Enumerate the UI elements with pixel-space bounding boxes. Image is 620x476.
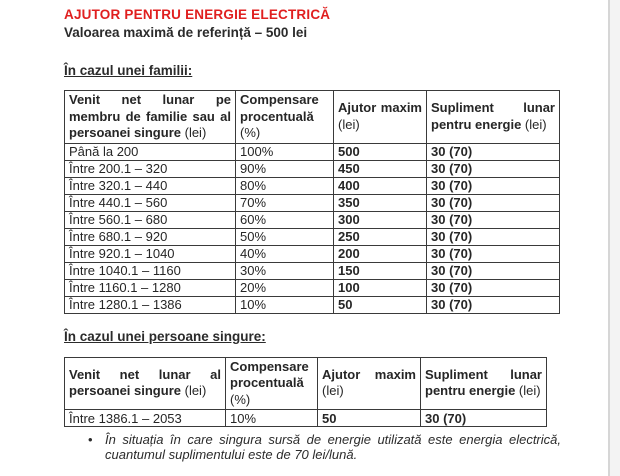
supplement-cell: 30 (70) [426,159,560,178]
header-label: Compensare procentuală [230,358,309,391]
table-row: Între 1280.1 – 1386 10% 50 30 (70) [64,295,560,314]
supplement-cell: 30 (70) [426,227,560,246]
supplement-cell: 30 (70) [426,244,560,263]
aid-cell: 100 [333,278,427,297]
percent-cell: 20% [235,278,334,297]
income-cell: Între 320.1 – 440 [64,176,236,195]
column-header-aid: Ajutor maxim (lei) [333,90,427,144]
income-cell: Între 1280.1 – 1386 [64,295,236,314]
percent-cell: 100% [235,142,334,161]
column-header-income: Venit net lunar al persoanei singure (le… [64,356,226,410]
page-edge [608,0,620,476]
aid-cell: 400 [333,176,427,195]
percent-cell: 60% [235,210,334,229]
family-section-heading: În cazul unei familii: [64,63,193,78]
header-label: Ajutor maxim [322,366,416,382]
header-unit: (%) [230,391,251,407]
header-label: Supliment lunar pentru energie [431,100,555,132]
supplement-cell: 30 (70) [420,409,547,427]
percent-cell: 80% [235,176,334,195]
header-unit: (lei) [524,116,547,132]
header-row: Venit net lunar pe membru de familie sau… [64,90,560,144]
column-header-aid: Ajutor maxim (lei) [317,356,421,410]
column-header-supplement: Supliment lunar pentru energie (lei) [426,90,560,144]
income-cell: Între 1386.1 – 2053 [64,409,226,427]
income-cell: Până la 200 [64,142,236,161]
column-header-income: Venit net lunar pe membru de familie sau… [64,90,236,144]
aid-cell: 300 [333,210,427,229]
header-label: Compensare procentuală [240,92,319,124]
table-row: Între 680.1 – 920 50% 250 30 (70) [64,227,560,246]
supplement-cell: 30 (70) [426,278,560,297]
header-row: Venit net lunar al persoanei singure (le… [64,356,547,410]
table-row: Până la 200 100% 500 30 (70) [64,142,560,161]
header-label: Venit net lunar al persoanei singure [69,366,221,399]
header-label: Ajutor maxim [338,100,422,116]
column-header-percent: Compensare procentuală (%) [225,356,318,410]
header-unit: (lei) [338,116,360,132]
table-row: Între 1040.1 – 1160 30% 150 30 (70) [64,261,560,280]
supplement-cell: 30 (70) [426,176,560,195]
income-cell: Între 1160.1 – 1280 [64,278,236,297]
table-row: Între 560.1 – 680 60% 300 30 (70) [64,210,560,229]
income-cell: Între 440.1 – 560 [64,193,236,212]
header-unit: (lei) [518,383,541,399]
table-row: Între 440.1 – 560 70% 350 30 (70) [64,193,560,212]
supplement-cell: 30 (70) [426,261,560,280]
column-header-percent: Compensare procentuală (%) [235,90,334,144]
income-cell: Între 920.1 – 1040 [64,244,236,263]
header-unit: (lei) [184,383,207,399]
percent-cell: 10% [225,409,318,427]
header-label: Supliment lunar pentru energie [425,366,542,399]
single-person-aid-table: Venit net lunar al persoanei singure (le… [64,356,547,427]
table-row: Între 200.1 – 320 90% 450 30 (70) [64,159,560,178]
percent-cell: 40% [235,244,334,263]
aid-cell: 350 [333,193,427,212]
reference-value-line: Valoarea maximă de referință – 500 lei [64,25,308,40]
footnote: • În situația în care singura sursă de e… [64,432,561,462]
percent-cell: 70% [235,193,334,212]
supplement-cell: 30 (70) [426,193,560,212]
document-page: AJUTOR PENTRU ENERGIE ELECTRICĂ Valoarea… [64,7,561,462]
aid-cell: 50 [317,409,421,427]
supplement-cell: 30 (70) [426,210,560,229]
aid-cell: 200 [333,244,427,263]
income-cell: Între 680.1 – 920 [64,227,236,246]
table-row: Între 1386.1 – 2053 10% 50 30 (70) [64,409,547,427]
income-cell: Între 560.1 – 680 [64,210,236,229]
family-aid-table: Venit net lunar pe membru de familie sau… [64,90,560,314]
supplement-cell: 30 (70) [426,142,560,161]
percent-cell: 10% [235,295,334,314]
bullet-icon: • [88,432,93,447]
aid-cell: 50 [333,295,427,314]
aid-cell: 450 [333,159,427,178]
percent-cell: 90% [235,159,334,178]
income-cell: Între 1040.1 – 1160 [64,261,236,280]
header-label: Venit net lunar pe membru de familie sau… [69,92,231,140]
table-row: Între 1160.1 – 1280 20% 100 30 (70) [64,278,560,297]
aid-cell: 150 [333,261,427,280]
header-unit: (lei) [184,125,207,140]
header-unit: (%) [240,125,261,140]
income-cell: Între 200.1 – 320 [64,159,236,178]
column-header-supplement: Supliment lunar pentru energie (lei) [420,356,547,410]
supplement-cell: 30 (70) [426,295,560,314]
table-row: Între 920.1 – 1040 40% 200 30 (70) [64,244,560,263]
footnote-text: În situația în care singura sursă de ene… [105,432,561,462]
table-row: Între 320.1 – 440 80% 400 30 (70) [64,176,560,195]
header-unit: (lei) [322,383,344,399]
page-title: AJUTOR PENTRU ENERGIE ELECTRICĂ [64,7,331,22]
aid-cell: 250 [333,227,427,246]
single-person-section-heading: În cazul unei persoane singure: [64,328,266,344]
percent-cell: 50% [235,227,334,246]
percent-cell: 30% [235,261,334,280]
aid-cell: 500 [333,142,427,161]
